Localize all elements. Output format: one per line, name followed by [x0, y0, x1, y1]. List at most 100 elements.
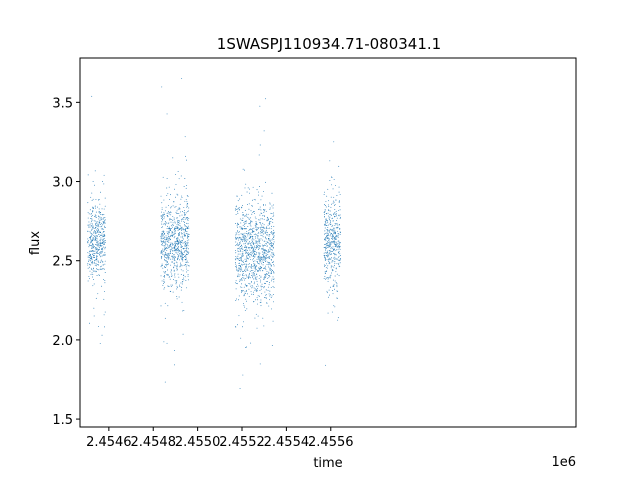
data-point: [334, 241, 336, 243]
data-point: [96, 222, 98, 224]
data-point: [327, 255, 329, 257]
data-point: [271, 273, 273, 274]
data-point: [335, 244, 337, 246]
data-point: [238, 231, 240, 233]
data-point: [168, 274, 169, 276]
data-point: [96, 221, 98, 223]
data-point: [98, 216, 100, 218]
data-point: [91, 95, 93, 97]
data-point: [185, 228, 187, 230]
data-point: [249, 283, 251, 285]
data-point: [238, 247, 240, 249]
data-point: [269, 238, 271, 240]
data-point: [253, 248, 254, 250]
data-point: [251, 205, 253, 207]
data-point: [243, 286, 245, 288]
data-point: [241, 247, 242, 249]
data-point: [271, 239, 273, 241]
data-point: [98, 218, 100, 220]
data-point: [174, 280, 176, 282]
data-point: [263, 209, 265, 211]
data-point: [334, 208, 336, 210]
data-point: [327, 204, 329, 206]
data-point: [187, 228, 189, 230]
data-point: [258, 257, 259, 259]
data-point: [164, 246, 166, 248]
data-point: [338, 215, 340, 217]
data-point: [185, 266, 187, 268]
data-point: [177, 253, 179, 255]
data-point: [101, 241, 103, 243]
data-point: [256, 287, 258, 289]
data-point: [338, 240, 340, 242]
data-point: [245, 264, 247, 266]
data-point: [177, 249, 179, 250]
data-point: [269, 270, 271, 272]
data-point: [268, 272, 270, 274]
data-point: [180, 262, 182, 264]
data-point: [242, 236, 244, 238]
data-point: [104, 225, 105, 227]
data-point: [251, 231, 253, 232]
data-point: [160, 211, 162, 213]
data-point: [166, 269, 168, 271]
data-point: [236, 195, 238, 197]
data-point: [176, 210, 178, 212]
data-point: [91, 256, 93, 258]
data-point: [264, 276, 266, 277]
data-point: [253, 272, 255, 274]
data-point: [257, 234, 259, 236]
data-point: [188, 239, 190, 241]
data-point: [170, 228, 172, 230]
data-point: [248, 217, 250, 219]
data-point: [324, 256, 326, 258]
data-point: [94, 238, 96, 240]
data-point: [259, 222, 260, 224]
data-point: [336, 241, 338, 243]
data-point: [325, 278, 327, 280]
data-point: [182, 242, 184, 244]
data-point: [253, 291, 254, 293]
data-point: [175, 174, 177, 176]
data-point: [326, 241, 328, 243]
data-point: [182, 254, 184, 256]
data-point: [181, 197, 183, 198]
data-point: [265, 204, 266, 206]
data-point: [96, 252, 98, 254]
data-point: [90, 273, 92, 275]
data-point: [240, 260, 242, 261]
data-point: [90, 242, 92, 244]
data-point: [186, 195, 188, 196]
data-point: [177, 257, 179, 259]
data-point: [252, 255, 254, 257]
data-point: [178, 242, 179, 244]
data-point: [169, 226, 171, 228]
data-point: [251, 252, 253, 254]
data-point: [180, 274, 182, 276]
data-point: [170, 212, 172, 214]
data-point: [184, 234, 186, 236]
data-point: [161, 234, 163, 236]
data-point: [255, 242, 257, 244]
data-point: [174, 221, 176, 223]
data-point: [240, 265, 242, 267]
data-point: [173, 257, 175, 259]
data-point: [253, 252, 255, 254]
data-point: [242, 217, 244, 219]
data-point: [325, 259, 327, 261]
data-point: [99, 254, 101, 256]
data-point: [258, 238, 260, 240]
data-point: [239, 279, 241, 281]
data-point: [272, 204, 274, 206]
data-point: [183, 229, 185, 231]
data-point: [338, 165, 340, 167]
data-point: [175, 250, 177, 252]
data-point: [259, 259, 261, 261]
data-point: [243, 237, 245, 239]
data-point: [95, 215, 97, 217]
data-point: [242, 214, 243, 216]
data-point: [259, 206, 261, 208]
data-point: [243, 222, 245, 224]
data-point: [178, 221, 180, 223]
data-point: [272, 271, 274, 273]
